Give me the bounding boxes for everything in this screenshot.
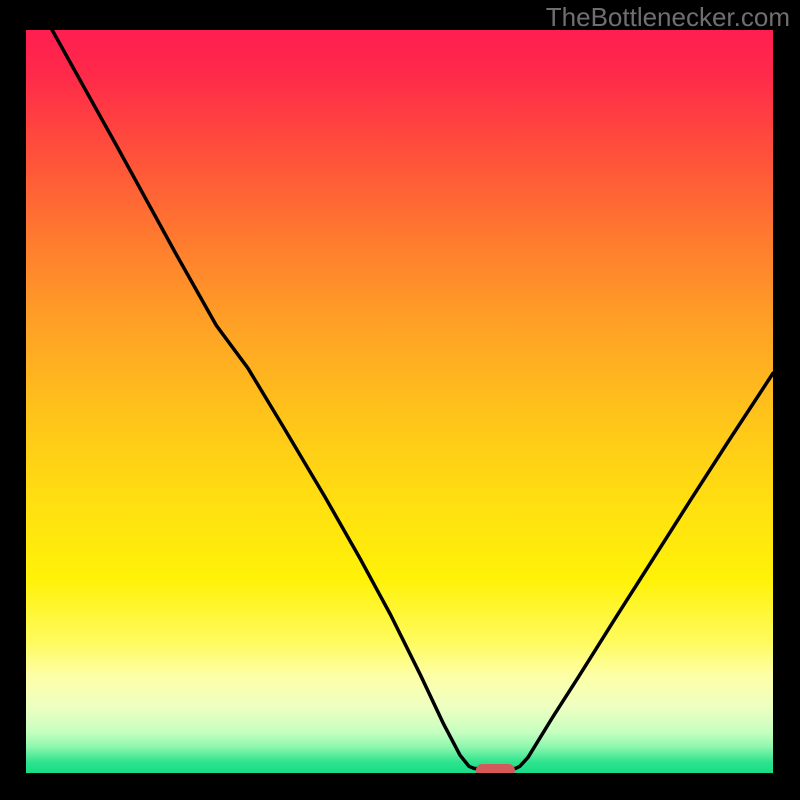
- plot-area: [26, 30, 773, 773]
- bottleneck-curve: [26, 30, 773, 773]
- watermark-text: TheBottlenecker.com: [546, 2, 790, 33]
- optimal-marker: [476, 764, 515, 773]
- chart-frame: TheBottlenecker.com: [0, 0, 800, 800]
